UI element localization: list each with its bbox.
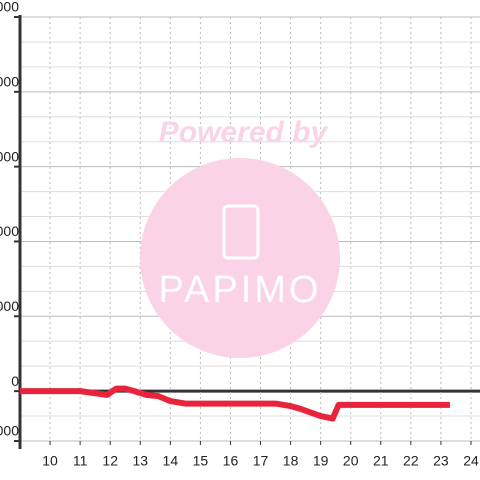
x-tick-label: 21 bbox=[373, 453, 389, 469]
x-tick-label: 19 bbox=[313, 453, 329, 469]
y-tick-label: 60,000 bbox=[0, 223, 19, 239]
y-tick-label: 150,000 bbox=[0, 0, 19, 15]
x-tick-label: 24 bbox=[463, 453, 479, 469]
x-tick-label: 15 bbox=[193, 453, 209, 469]
y-tick-label: 120,000 bbox=[0, 74, 19, 90]
x-tick-label: 13 bbox=[132, 453, 148, 469]
watermark-icon bbox=[222, 204, 260, 260]
x-tick-label: 12 bbox=[102, 453, 118, 469]
x-tick-label: 16 bbox=[223, 453, 239, 469]
line bbox=[20, 385, 450, 422]
y-tick-label: 90,000 bbox=[0, 148, 19, 164]
watermark-caption: Powered by bbox=[159, 116, 329, 149]
x-tick-label: 14 bbox=[163, 453, 179, 469]
watermark-logo: PAPIMO bbox=[159, 269, 322, 311]
x-tick-label: 18 bbox=[283, 453, 299, 469]
x-tick-label: 22 bbox=[403, 453, 419, 469]
x-tick-label: 17 bbox=[253, 453, 269, 469]
y-tick-label: 30,000 bbox=[0, 298, 19, 314]
x-tick-label: 23 bbox=[433, 453, 449, 469]
y-tick-label: -20,000 bbox=[0, 423, 19, 439]
x-tick-label: 10 bbox=[42, 453, 58, 469]
y-tick-label: 0 bbox=[11, 373, 19, 389]
watermark: Powered by PAPIMO bbox=[140, 116, 340, 358]
x-tick-label: 11 bbox=[73, 453, 88, 469]
x-tick-label: 20 bbox=[343, 453, 359, 469]
